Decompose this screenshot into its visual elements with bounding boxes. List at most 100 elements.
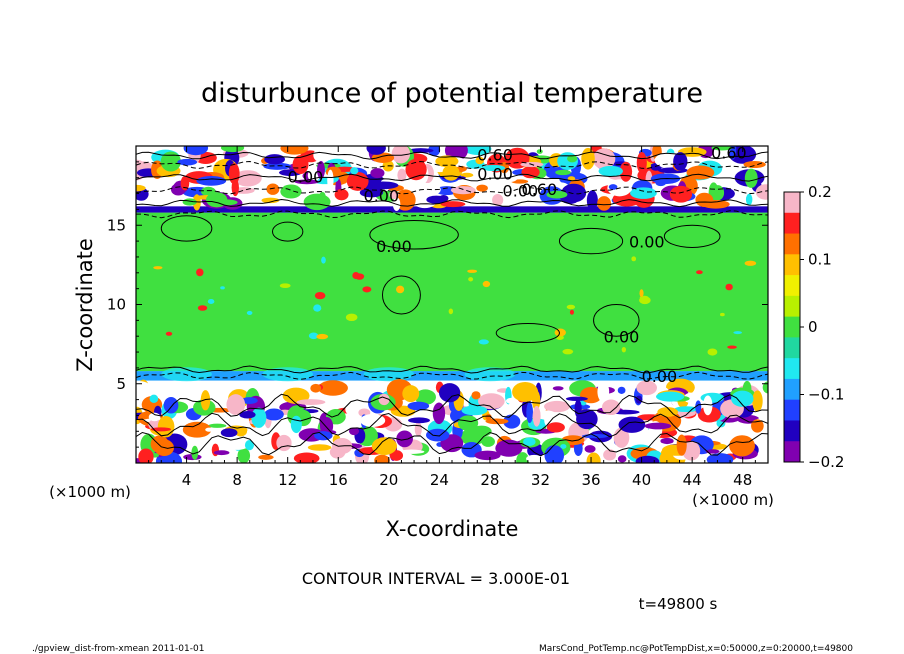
field-speck — [153, 266, 163, 270]
field-blob — [407, 148, 434, 154]
field-blob — [251, 407, 267, 428]
field-blob — [601, 399, 621, 416]
field-speck — [308, 332, 319, 340]
field-blob — [505, 397, 517, 404]
field-blob — [706, 453, 734, 463]
colorbar-swatch — [784, 212, 800, 235]
contour-label: 0.60 — [477, 145, 513, 164]
colorbar-tick-label: 0 — [808, 318, 818, 336]
field-blob — [597, 196, 612, 211]
x-tick-label: 16 — [329, 471, 348, 489]
contour-line — [136, 151, 768, 160]
contour-loop — [381, 275, 421, 315]
field-blob — [280, 146, 309, 155]
contour-loop — [558, 227, 624, 255]
field-speck — [313, 304, 322, 312]
field-blob — [263, 162, 292, 170]
field-blob — [206, 192, 228, 208]
field-blob — [450, 186, 476, 195]
field-speck — [639, 289, 644, 298]
field-blob — [536, 149, 543, 154]
field-blob — [552, 386, 564, 391]
field-blob — [408, 417, 430, 424]
contour-loop — [593, 304, 640, 337]
field-blob — [191, 445, 199, 460]
field-blob — [657, 407, 678, 417]
field-blob — [428, 146, 441, 157]
field-blob — [686, 165, 715, 180]
field-blob — [258, 454, 274, 460]
field-blob — [481, 164, 506, 172]
contour-line — [136, 371, 768, 380]
contour-line — [136, 393, 768, 419]
field-blob — [226, 394, 246, 415]
field-blob — [426, 195, 447, 204]
field-blob — [346, 171, 369, 191]
field-speck — [554, 328, 566, 337]
field-blob — [138, 448, 154, 463]
field-blob — [208, 423, 227, 428]
field-speck — [562, 348, 574, 355]
field-dip — [464, 367, 516, 382]
x-tick-label: 12 — [278, 471, 297, 489]
field-blob — [296, 399, 326, 406]
x-axis: 4 8 12 16 20 24 28 32 36 40 44 48 — [148, 146, 756, 489]
field-blob — [414, 422, 422, 437]
footer-left: ./gpview_dist-from-xmean 2011-01-01 — [32, 644, 204, 654]
field-blob — [136, 184, 146, 192]
field-speck — [566, 304, 576, 310]
field-blob — [752, 390, 763, 412]
field-blob — [292, 155, 309, 175]
field-blob — [264, 408, 284, 421]
y-axis: 5 10 15 — [107, 161, 768, 448]
field-speck — [197, 305, 208, 311]
field-blob — [244, 439, 254, 451]
field-blob — [303, 193, 331, 211]
colorbar-swatch — [784, 358, 800, 380]
y-tick-label: 5 — [116, 375, 126, 393]
field-blob — [182, 421, 212, 438]
contour-lines — [136, 151, 768, 457]
field-blob — [526, 454, 543, 463]
colorbar-swatch — [784, 441, 800, 463]
field-blob — [597, 381, 610, 403]
x-tick-label: 32 — [531, 471, 550, 489]
field-blob — [440, 201, 466, 208]
field-blob — [660, 437, 674, 445]
y-unit-label: (×1000 m) — [49, 483, 131, 501]
contour-line — [136, 412, 768, 438]
field-blob — [368, 181, 399, 190]
field-blob — [241, 397, 258, 405]
contour-line — [136, 210, 768, 219]
x-tick-label: 8 — [232, 471, 242, 489]
field-blob — [503, 414, 521, 429]
field-blob — [521, 166, 540, 179]
field-speck — [220, 286, 225, 290]
field-blob — [313, 147, 329, 163]
field-blob — [438, 383, 461, 403]
field-blob — [231, 179, 239, 197]
field-blob — [745, 193, 753, 206]
x-tick-label: 24 — [430, 471, 449, 489]
field-blob — [481, 436, 495, 447]
field-blob — [555, 169, 571, 176]
field-blob — [751, 419, 764, 433]
field-blob — [762, 381, 768, 394]
field-blob — [290, 415, 302, 434]
contour-label: 0.00 — [288, 167, 324, 186]
field-speck — [478, 339, 489, 345]
field-blob — [669, 185, 693, 203]
field-band — [136, 212, 768, 372]
field-blob — [476, 184, 488, 192]
field-speck — [321, 256, 326, 264]
field-blob — [366, 146, 386, 155]
field-blob — [546, 422, 565, 433]
field-blob — [492, 193, 504, 207]
field-blob — [276, 434, 292, 452]
field-blob — [180, 176, 190, 191]
contour-line — [136, 198, 768, 208]
contour-label: 0.00 — [364, 186, 400, 205]
field-speck — [744, 260, 757, 266]
colorbar-swatch — [784, 378, 800, 401]
